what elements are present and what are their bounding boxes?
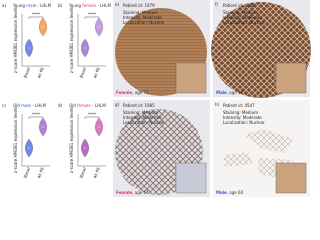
staining-info: Staining: Medium	[223, 110, 258, 115]
sig-bracket	[84, 116, 100, 119]
title-part: Young	[12, 3, 26, 8]
caption: Male, age 60	[216, 190, 244, 195]
sex: Female	[116, 90, 133, 95]
panel-title: Old male - LHLM	[13, 103, 46, 108]
panel-title: Young male - LHLM	[12, 3, 52, 8]
y-axis-label: z-score HMGB1 expression levels	[69, 7, 74, 73]
title-part: - LHLM	[37, 3, 51, 8]
tissue	[223, 129, 293, 180]
sex: Female	[116, 190, 133, 195]
y-axis-label: z-score HMGB1 expression levels	[69, 107, 74, 173]
significance: ****	[88, 112, 96, 117]
inset	[275, 162, 307, 194]
title-part: Old	[69, 103, 77, 108]
age: , age 56	[227, 90, 244, 95]
staining-info: Staining: Medium	[123, 10, 158, 15]
image-label: f)	[215, 2, 218, 7]
y-axis-label: z-score HMGB1 expression levels	[13, 107, 18, 173]
caption: Male, age 56	[216, 90, 244, 95]
panel-title: Old female - LHLM	[69, 103, 106, 108]
caption: Female, age 64	[116, 190, 149, 195]
staining-info: Intensity: Moderate	[123, 115, 162, 120]
sex: Male	[216, 190, 227, 195]
inset	[175, 162, 207, 194]
patient-id: Patient id: 4548	[223, 3, 255, 8]
title-part: female	[77, 103, 92, 108]
panel-title: Young female - LHLM	[68, 3, 111, 8]
significance: ****	[32, 12, 40, 17]
panel-label: d)	[58, 103, 63, 108]
staining-info: Localization: Nuclear	[123, 120, 165, 125]
title-part: Old	[13, 103, 21, 108]
sex: Male	[216, 90, 227, 95]
patient-id: Patient id: 1979	[123, 3, 155, 8]
inset	[275, 62, 307, 94]
staining-info: Staining: Medium	[223, 10, 258, 15]
staining-info: Localization: Nuclear	[223, 120, 265, 125]
staining-info: Intensity: Moderate	[123, 15, 162, 20]
title-part: - LHLM	[32, 103, 46, 108]
sig-bracket	[28, 16, 44, 19]
title-part: male	[21, 103, 32, 108]
significance: ****	[32, 112, 40, 117]
title-part: - LHLM	[97, 3, 111, 8]
x-tick-label: 4h PE	[36, 166, 45, 179]
age: , age 71	[132, 90, 149, 95]
panel-label: a)	[2, 3, 6, 8]
caption: Female, age 71	[116, 90, 149, 95]
sig-bracket	[28, 116, 44, 119]
panel-label: b)	[58, 3, 63, 8]
age: , age 64	[132, 190, 149, 195]
y-axis-label: z-score HMGB1 expression levels	[13, 7, 18, 73]
title-part: - LHLM	[92, 103, 106, 108]
staining-info: Localization: Nuclear	[223, 20, 265, 25]
sig-bracket	[84, 16, 100, 19]
x-tick-label: Basal	[23, 167, 31, 179]
patient-id: Patient id: 1985	[123, 103, 155, 108]
image-label: e)	[115, 2, 119, 7]
staining-info: Staining: Medium	[123, 110, 158, 115]
x-tick-label: 4h PE	[36, 66, 45, 79]
patient-id: Patient id: 4547	[223, 103, 255, 108]
x-tick-label: Basal	[23, 67, 31, 79]
x-tick-label: Basal	[79, 167, 87, 179]
panel-label: c)	[2, 103, 6, 108]
age: , age 60	[227, 190, 244, 195]
title-part: Young	[68, 3, 82, 8]
significance: ****	[88, 12, 96, 17]
title-part: male	[26, 3, 37, 8]
staining-info: Intensity: Moderate	[223, 115, 262, 120]
image-label: g)	[115, 102, 120, 107]
x-tick-label: 4h PE	[92, 66, 101, 79]
x-tick-label: 4h PE	[92, 166, 101, 179]
image-label: h)	[215, 102, 220, 107]
inset	[175, 62, 207, 94]
staining-info: Localization: Nuclear	[123, 20, 165, 25]
staining-info: Intensity: Moderate	[223, 15, 262, 20]
x-tick-label: Basal	[79, 67, 87, 79]
title-part: female	[82, 3, 97, 8]
